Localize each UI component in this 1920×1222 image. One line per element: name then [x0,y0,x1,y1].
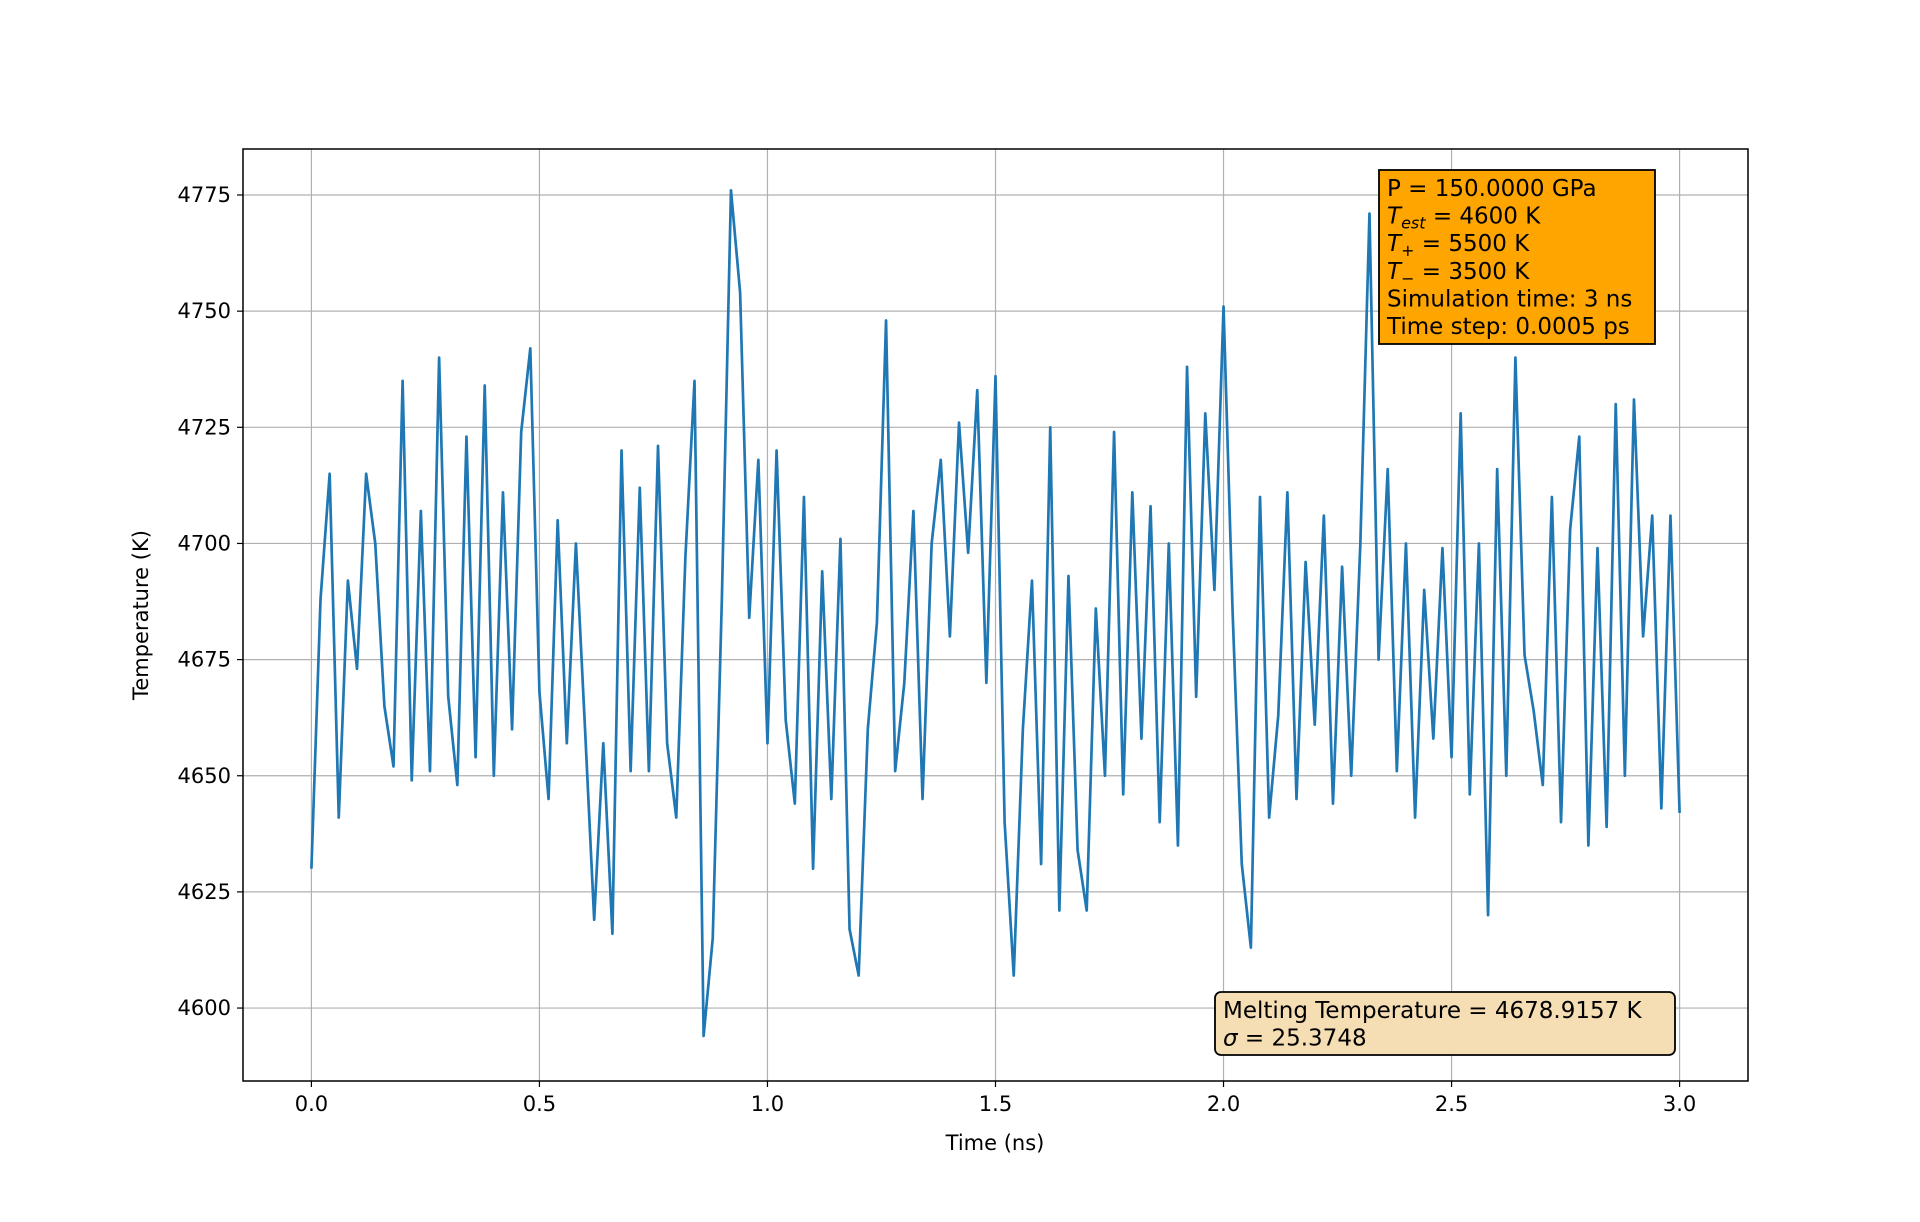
annotation-text: σ [1223,1026,1239,1052]
y-tick-label: 4725 [178,415,231,439]
annotation-text: + [1401,241,1414,260]
axes-frame [242,148,1749,1082]
y-tick-label: 4650 [178,764,231,788]
annotation-text: = 5500 K [1414,231,1530,257]
annotation-text: − [1401,269,1414,288]
annotation-text: Melting Temperature = 4678.9157 K [1223,998,1643,1024]
annotation-box [1378,169,1656,345]
annotation-line: Melting Temperature = 4678.9157 K [1223,998,1643,1024]
annotation-line: Time step: 0.0005 ps [1386,314,1630,340]
y-tick-label: 4625 [178,880,231,904]
x-tick-label: 2.0 [1207,1092,1240,1116]
data-line [310,189,1681,1038]
annotation-line: T− = 3500 K [1387,259,1530,288]
annotation-text: P = 150.0000 GPa [1387,176,1597,202]
annotation-text: T [1387,204,1403,230]
annotation-box [1214,991,1676,1056]
annotation-line: σ = 25.3748 [1223,1026,1367,1052]
annotation-text: = 25.3748 [1238,1026,1367,1052]
annotation-text: Simulation time: 3 ns [1387,286,1632,312]
x-axis-label: Time (ns) [945,1131,1045,1155]
annotation-text: = 4600 K [1426,204,1542,230]
y-tick-label: 4675 [178,648,231,672]
annotation-line: T+ = 5500 K [1387,231,1530,260]
annotation-text: T [1387,231,1403,257]
annotation-line: P = 150.0000 GPa [1387,176,1597,202]
y-tick-label: 4775 [178,183,231,207]
annotation-text: est [1401,213,1426,232]
x-tick-label: 0.5 [523,1092,556,1116]
annotation-line: Simulation time: 3 ns [1387,286,1632,312]
y-tick-label: 4600 [178,996,231,1020]
x-tick-label: 1.0 [751,1092,784,1116]
y-axis-label: Temperature (K) [129,530,153,701]
y-tick-label: 4750 [178,299,231,323]
annotation-text: T [1387,259,1403,285]
x-tick-label: 2.5 [1435,1092,1468,1116]
y-tick-label: 4700 [178,531,231,555]
x-tick-label: 0.0 [295,1092,328,1116]
annotation-text: Time step: 0.0005 ps [1386,314,1630,340]
annotation-line: Test = 4600 K [1387,204,1541,233]
x-tick-label: 3.0 [1663,1092,1696,1116]
annotation-text: = 3500 K [1414,259,1530,285]
x-tick-label: 1.5 [979,1092,1012,1116]
